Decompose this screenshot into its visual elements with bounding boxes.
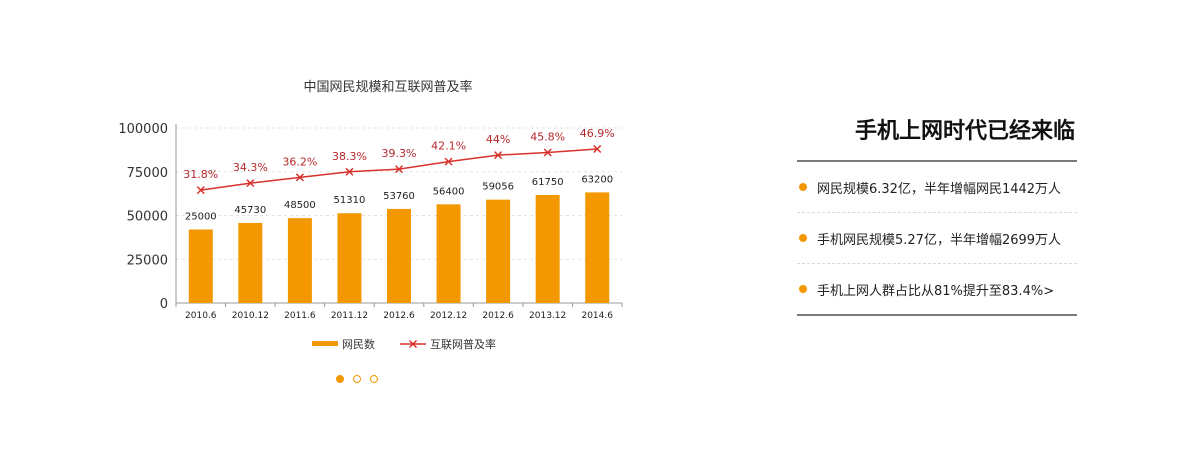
line-value-label: 36.2% bbox=[282, 155, 317, 168]
x-tick-label: 2011.6 bbox=[284, 311, 316, 321]
legend-label: 网民数 bbox=[342, 338, 375, 351]
line-value-label: 34.3% bbox=[233, 161, 268, 174]
y-tick-label: 0 bbox=[160, 297, 168, 312]
bar-value-label: 51310 bbox=[334, 195, 366, 206]
y-tick-label: 75000 bbox=[127, 166, 168, 181]
info-item-text: 手机网民规模5.27亿，半年增幅2699万人 bbox=[817, 232, 1062, 248]
bar bbox=[337, 213, 362, 303]
pager-dot[interactable] bbox=[336, 375, 344, 383]
bar-value-label: 63200 bbox=[581, 174, 613, 185]
info-item[interactable]: 手机上网人群占比从81%提升至83.4%> bbox=[797, 264, 1077, 316]
bar-value-label: 48500 bbox=[284, 200, 316, 211]
bar bbox=[585, 192, 610, 303]
y-tick-label: 100000 bbox=[118, 122, 168, 137]
bar bbox=[238, 222, 263, 303]
bar-value-label: 61750 bbox=[532, 177, 564, 188]
chart-svg: 中国网民规模和互联网普及率 100000 75000 50000 25000 0 25000… bbox=[118, 79, 623, 351]
x-tick-label: 2014.6 bbox=[581, 311, 613, 321]
chart-area: 中国网民规模和互联网普及率 100000 75000 50000 25000 0 25000… bbox=[100, 70, 640, 370]
line-value-label: 42.1% bbox=[431, 140, 466, 153]
bar bbox=[535, 194, 560, 303]
pager-dot[interactable] bbox=[370, 375, 378, 383]
bar-value-label: 59056 bbox=[482, 182, 514, 193]
bar-value-label: 56400 bbox=[433, 186, 465, 197]
bar-value-label: 45730 bbox=[234, 205, 266, 216]
info-item-text: 手机上网人群占比从81%提升至83.4%> bbox=[817, 283, 1055, 299]
line-point-marker bbox=[196, 186, 205, 195]
line-value-label: 44% bbox=[486, 133, 510, 146]
bar-value-label: 53760 bbox=[383, 191, 415, 202]
line-value-label: 38.3% bbox=[332, 150, 367, 163]
line-point-marker bbox=[444, 157, 453, 166]
bar bbox=[486, 199, 511, 303]
x-tick-label: 2010.6 bbox=[185, 311, 217, 321]
chart-title: 中国网民规模和互联网普及率 bbox=[303, 79, 472, 95]
line-point-marker bbox=[543, 148, 552, 157]
legend-label: 互联网普及率 bbox=[430, 337, 496, 351]
carousel-pager bbox=[336, 375, 378, 383]
x-tick-label: 2013.12 bbox=[529, 311, 566, 321]
info-panel: 手机上网时代已经来临 网民规模6.32亿，半年增幅网民1442万人 手机网民规模… bbox=[797, 112, 1077, 316]
y-tick-label: 50000 bbox=[127, 210, 168, 225]
line-point-marker bbox=[345, 167, 354, 176]
line-value-label: 45.8% bbox=[530, 131, 565, 144]
x-tick-label: 2010.12 bbox=[232, 311, 269, 321]
line-point-marker bbox=[494, 151, 503, 160]
x-tick-label: 2012.6 bbox=[482, 311, 514, 321]
bar-value-label: 25000 bbox=[185, 212, 217, 223]
line-point-marker bbox=[295, 173, 304, 182]
panel-title: 手机上网时代已经来临 bbox=[797, 112, 1077, 162]
bar bbox=[387, 208, 411, 303]
line-value-label: 46.9% bbox=[580, 127, 615, 140]
bullet-icon bbox=[799, 234, 807, 242]
pager-dot[interactable] bbox=[353, 375, 361, 383]
line-point-marker bbox=[593, 144, 602, 154]
x-tick-label: 2012.6 bbox=[383, 311, 415, 321]
bar bbox=[188, 229, 213, 303]
info-item[interactable]: 手机网民规模5.27亿，半年增幅2699万人 bbox=[797, 213, 1077, 264]
line-point-marker bbox=[394, 165, 404, 174]
bullet-icon bbox=[799, 285, 807, 293]
line-point-marker bbox=[246, 179, 255, 188]
x-tick-label: 2012.12 bbox=[430, 311, 467, 321]
line-value-label: 39.3% bbox=[382, 147, 417, 160]
y-tick-label: 25000 bbox=[127, 253, 168, 268]
legend-bar-swatch bbox=[312, 341, 338, 346]
bullet-icon bbox=[799, 183, 807, 191]
info-item[interactable]: 网民规模6.32亿，半年增幅网民1442万人 bbox=[797, 162, 1077, 213]
bar bbox=[436, 204, 461, 303]
bar bbox=[287, 218, 312, 303]
x-tick-label: 2011.12 bbox=[331, 311, 368, 321]
info-item-text: 网民规模6.32亿，半年增幅网民1442万人 bbox=[817, 181, 1062, 197]
line-value-label: 31.8% bbox=[183, 168, 218, 181]
legend-line-marker bbox=[408, 339, 418, 349]
